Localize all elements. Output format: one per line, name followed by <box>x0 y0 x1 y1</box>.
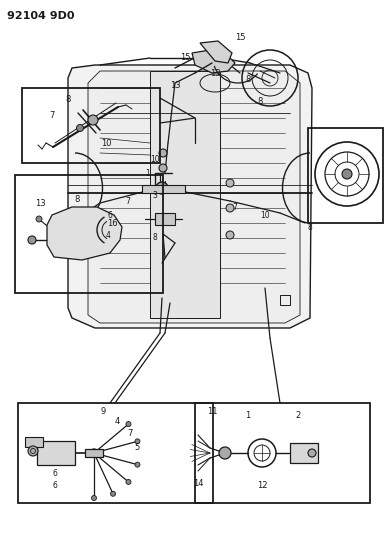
Circle shape <box>135 439 140 444</box>
Text: 11: 11 <box>207 407 217 416</box>
Circle shape <box>226 231 234 239</box>
Circle shape <box>76 125 83 132</box>
Text: 3: 3 <box>152 190 157 199</box>
Text: 1: 1 <box>245 410 251 419</box>
Polygon shape <box>150 71 220 318</box>
Text: 1: 1 <box>146 168 151 177</box>
Circle shape <box>28 446 38 456</box>
Polygon shape <box>68 65 312 328</box>
Circle shape <box>219 447 231 459</box>
Text: 2: 2 <box>295 410 301 419</box>
Text: 6: 6 <box>108 211 112 220</box>
Bar <box>290 443 318 463</box>
Text: 6: 6 <box>52 481 58 489</box>
Text: 8: 8 <box>65 95 71 104</box>
Text: 15: 15 <box>180 53 190 62</box>
Text: 8: 8 <box>257 96 263 106</box>
Circle shape <box>28 236 36 244</box>
Polygon shape <box>200 41 232 63</box>
Text: 7: 7 <box>232 203 237 212</box>
Polygon shape <box>142 185 185 193</box>
Polygon shape <box>47 207 122 260</box>
Text: 7: 7 <box>127 429 133 438</box>
Bar <box>15 175 163 293</box>
Text: 5: 5 <box>134 443 140 453</box>
Text: 8: 8 <box>308 223 312 232</box>
Circle shape <box>110 491 115 496</box>
Text: 13: 13 <box>170 80 180 90</box>
Text: 13: 13 <box>210 69 220 77</box>
Bar <box>308 128 383 223</box>
Circle shape <box>159 149 167 157</box>
Text: 7: 7 <box>49 110 55 119</box>
Text: 9: 9 <box>100 407 106 416</box>
Bar <box>85 449 103 457</box>
Circle shape <box>308 449 316 457</box>
Circle shape <box>91 496 96 500</box>
Circle shape <box>126 479 131 484</box>
Bar <box>25 437 43 447</box>
Polygon shape <box>88 71 300 323</box>
Text: 4: 4 <box>105 230 110 239</box>
Text: 13: 13 <box>35 198 45 207</box>
Bar <box>195 403 370 503</box>
Text: 16: 16 <box>107 219 117 228</box>
Polygon shape <box>155 213 175 225</box>
Bar <box>37 441 75 465</box>
Text: 6: 6 <box>52 469 58 478</box>
Text: 10: 10 <box>260 211 270 220</box>
Text: 4: 4 <box>114 416 120 425</box>
Bar <box>22 88 160 163</box>
Text: 15: 15 <box>235 34 245 43</box>
Bar <box>280 295 290 305</box>
Text: 8: 8 <box>245 75 251 84</box>
Text: 8: 8 <box>152 232 157 241</box>
Circle shape <box>135 462 140 467</box>
Polygon shape <box>192 50 235 73</box>
Circle shape <box>88 115 98 125</box>
Circle shape <box>226 179 234 187</box>
Circle shape <box>156 182 168 194</box>
Circle shape <box>36 216 42 222</box>
Text: 10: 10 <box>101 139 111 148</box>
Circle shape <box>342 169 352 179</box>
Circle shape <box>126 422 131 426</box>
Text: 92104 9D0: 92104 9D0 <box>7 11 74 21</box>
Circle shape <box>159 164 167 172</box>
Text: 8: 8 <box>74 196 80 205</box>
Bar <box>18 403 213 503</box>
Circle shape <box>226 204 234 212</box>
Text: 10: 10 <box>150 155 160 164</box>
Circle shape <box>90 449 98 457</box>
Text: 14: 14 <box>193 479 203 488</box>
Text: 7: 7 <box>125 197 130 206</box>
Text: 12: 12 <box>257 481 267 489</box>
